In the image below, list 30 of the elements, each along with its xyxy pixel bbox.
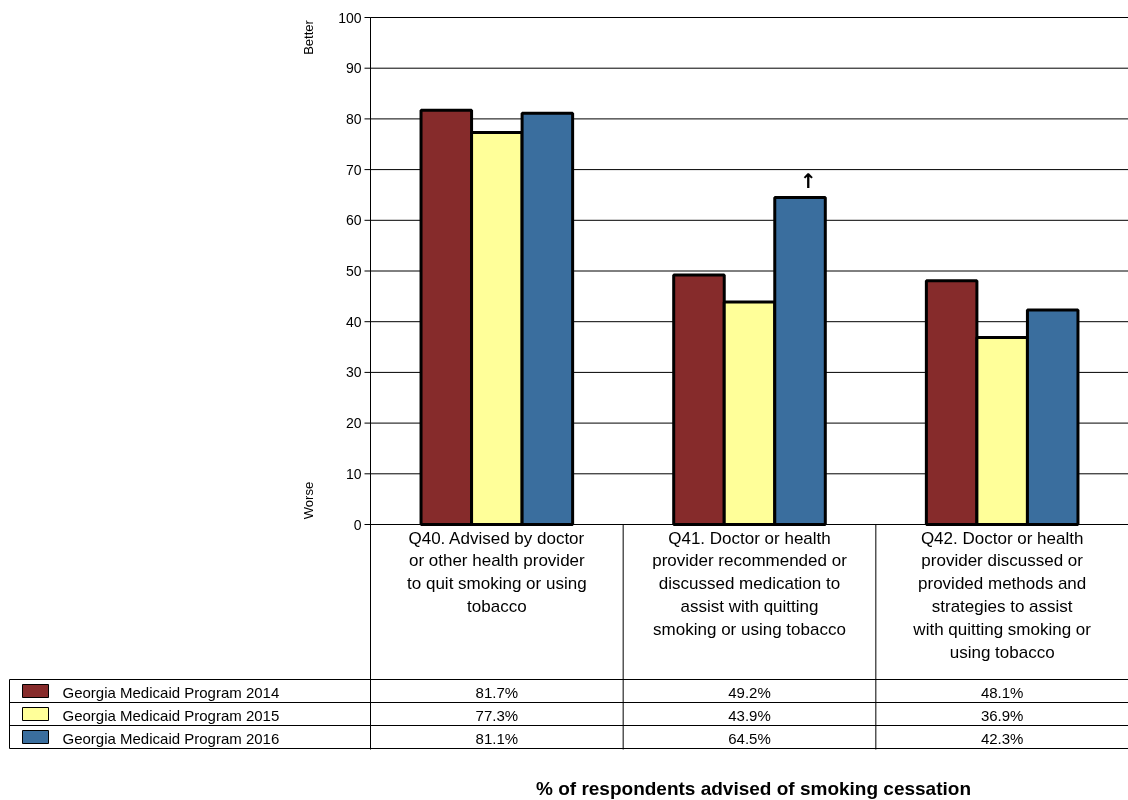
data-label: 81.7% [475, 683, 519, 701]
legend-label: Georgia Medicaid Program 2016 [62, 729, 280, 747]
legend-label: Georgia Medicaid Program 2014 [62, 683, 280, 701]
data-label: 42.3% [980, 729, 1024, 747]
data-label: 48.1% [980, 683, 1024, 701]
y-tick-label: 0 [353, 516, 362, 533]
y-tick-label: 50 [345, 263, 362, 279]
y-tick-label: 10 [345, 465, 362, 482]
legend-label: Georgia Medicaid Program 2015 [62, 706, 280, 724]
y-tick-label: 100 [338, 9, 362, 26]
text: Worse [301, 481, 316, 520]
y-tick-label: 70 [345, 161, 362, 178]
y-tick-label: 90 [345, 60, 362, 77]
y-tick-label: 30 [345, 364, 362, 381]
data-label: 64.5% [728, 729, 771, 747]
x-tick-label: Q40. Advised by doctor or other health provider to quit smoking or using tobacco [407, 528, 587, 616]
annotation: ↑ [800, 168, 817, 193]
data-label: 81.1% [475, 729, 519, 747]
text: Better [301, 19, 316, 55]
data-label: 36.9% [980, 706, 1024, 724]
y-tick-label: 80 [345, 110, 362, 127]
y-tick-label: 20 [345, 415, 362, 432]
x-tick-label: Q42. Doctor or health provider discussed or provided methods and strategies to assist with quitting smoking or using tobacco [912, 528, 1092, 662]
data-label: 77.3% [475, 706, 519, 724]
y-tick-label: 60 [345, 212, 362, 229]
data-label: 43.9% [728, 706, 771, 724]
x-tick-label: Q41. Doctor or health provider recommended or discussed medication to assist with quitting smoking or using tobacco [652, 528, 848, 639]
text: % of respondents advised of smoking cessation [536, 778, 972, 799]
data-label: 49.2% [728, 683, 771, 701]
y-tick-label: 40 [345, 313, 362, 330]
